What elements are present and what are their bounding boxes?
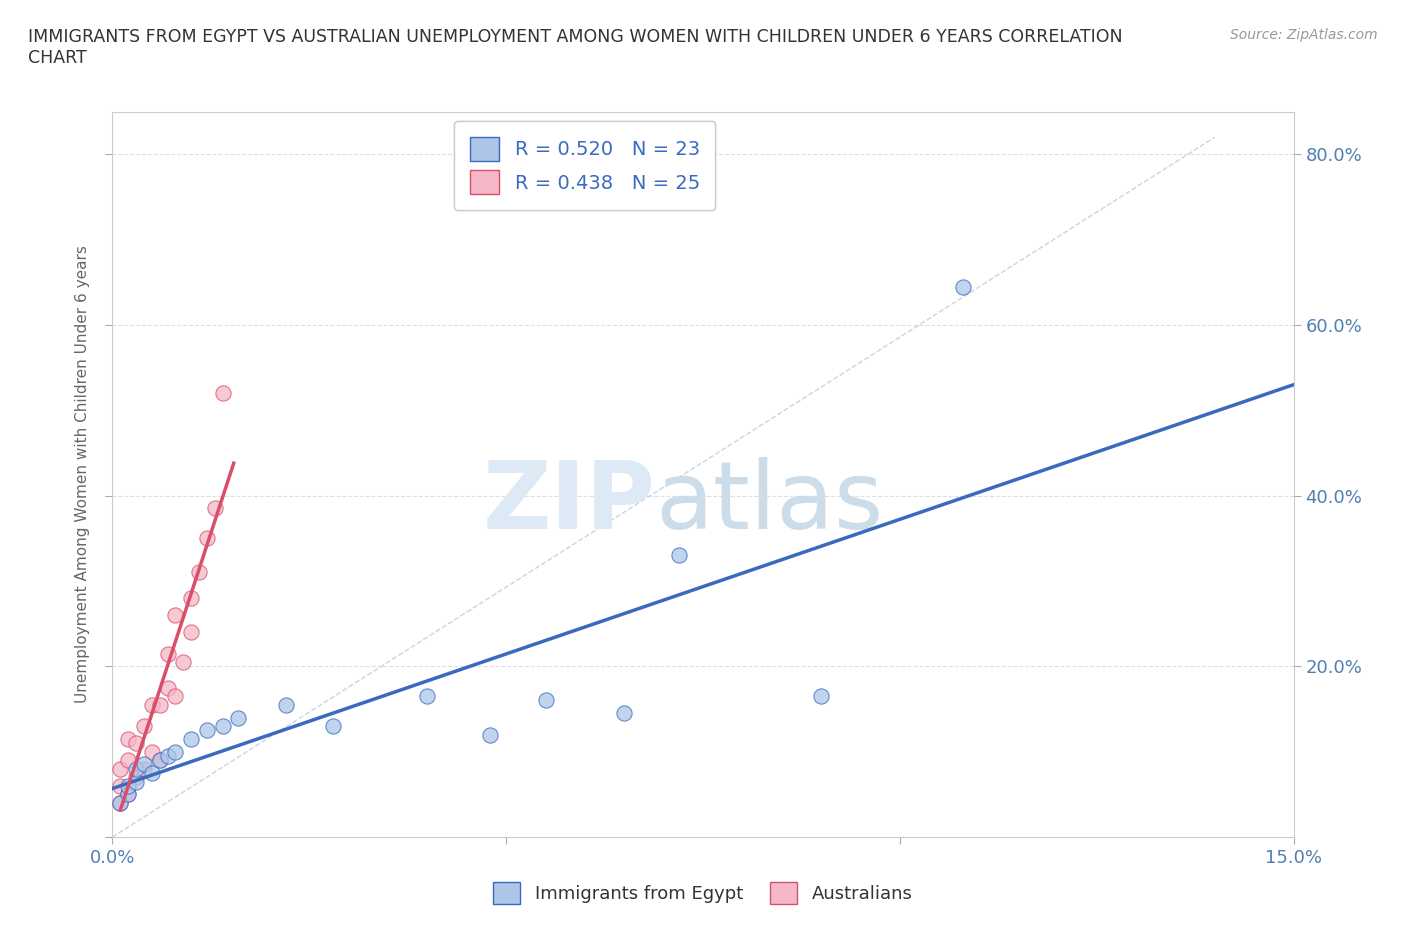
Point [132, 719, 155, 734]
Point [117, 752, 139, 767]
Point [810, 689, 832, 704]
Point [141, 765, 163, 780]
Point [125, 770, 148, 785]
Point [117, 787, 139, 802]
Point [149, 752, 172, 767]
Point [132, 757, 155, 772]
Point [117, 778, 139, 793]
Point [479, 727, 502, 742]
Point [172, 655, 194, 670]
Point [180, 625, 202, 640]
Text: atlas: atlas [655, 458, 884, 550]
Point [165, 607, 187, 622]
Y-axis label: Unemployment Among Women with Children Under 6 years: Unemployment Among Women with Children U… [75, 246, 90, 703]
Point [613, 706, 636, 721]
Point [211, 386, 233, 401]
Point [416, 689, 439, 704]
Point [156, 749, 179, 764]
Point [668, 548, 690, 563]
Point [110, 762, 132, 777]
Legend: R = 0.520   N = 23, R = 0.438   N = 25: R = 0.520 N = 23, R = 0.438 N = 25 [454, 121, 716, 209]
Text: Source: ZipAtlas.com: Source: ZipAtlas.com [1230, 28, 1378, 42]
Point [228, 711, 250, 725]
Point [274, 698, 297, 712]
Point [125, 762, 148, 777]
Text: ZIP: ZIP [482, 458, 655, 550]
Point [180, 591, 202, 605]
Point [195, 723, 218, 737]
Point [132, 762, 155, 777]
Point [141, 698, 163, 712]
Point [156, 680, 179, 695]
Point [322, 719, 344, 734]
Point [149, 698, 172, 712]
Point [534, 693, 557, 708]
Point [125, 774, 148, 789]
Point [165, 689, 187, 704]
Point [165, 744, 187, 759]
Point [117, 731, 139, 746]
Point [110, 778, 132, 793]
Point [952, 279, 974, 294]
Point [149, 752, 172, 767]
Point [125, 736, 148, 751]
Point [141, 744, 163, 759]
Point [117, 787, 139, 802]
Point [204, 501, 226, 516]
Point [110, 795, 132, 810]
Text: IMMIGRANTS FROM EGYPT VS AUSTRALIAN UNEMPLOYMENT AMONG WOMEN WITH CHILDREN UNDER: IMMIGRANTS FROM EGYPT VS AUSTRALIAN UNEM… [28, 28, 1123, 67]
Legend: Immigrants from Egypt, Australians: Immigrants from Egypt, Australians [486, 875, 920, 911]
Point [156, 646, 179, 661]
Point [180, 731, 202, 746]
Point [110, 795, 132, 810]
Point [188, 565, 211, 580]
Point [195, 531, 218, 546]
Point [211, 719, 233, 734]
